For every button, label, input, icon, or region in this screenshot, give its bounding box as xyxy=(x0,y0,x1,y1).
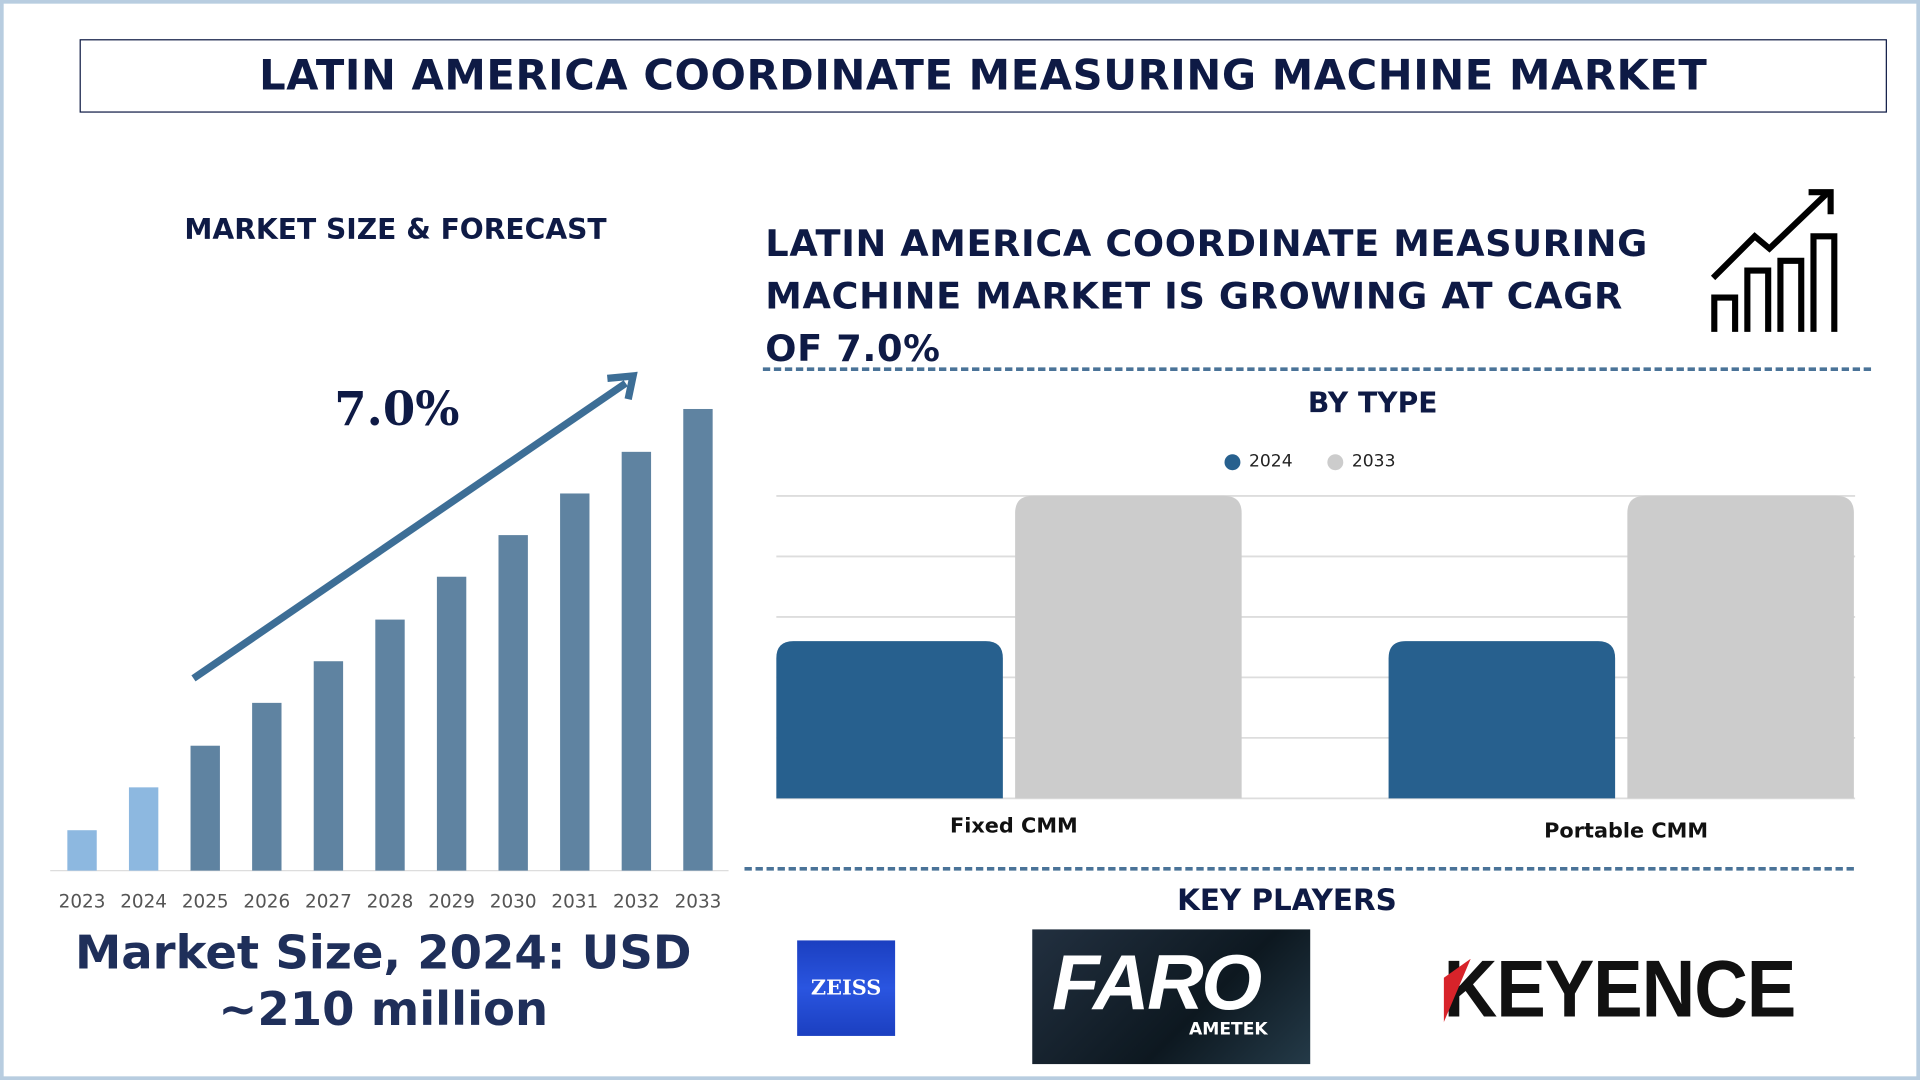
faro-logo-text: FARO xyxy=(1051,937,1262,1027)
keyence-logo-text: KEYENCE xyxy=(1443,942,1797,1034)
bar-fixed-cmm-2024 xyxy=(776,641,1003,799)
keyence-logo: KEYENCE xyxy=(1443,942,1797,1035)
x-tick-label: 2030 xyxy=(489,890,537,913)
key-players-title: KEY PLAYERS xyxy=(1177,882,1397,918)
bar-portable-cmm-2033 xyxy=(1627,495,1854,799)
bar-2026 xyxy=(252,702,282,871)
x-tick-label: 2032 xyxy=(612,890,660,913)
x-tick-label: 2033 xyxy=(674,890,722,913)
legend-dot-2033 xyxy=(1327,453,1344,470)
headline-line2: MACHINE MARKET IS GROWING AT CAGR xyxy=(765,275,1623,319)
bar-2033 xyxy=(683,408,713,871)
bar-2027 xyxy=(313,661,344,871)
growth-arrow-shaft xyxy=(191,380,628,682)
category-label: Fixed CMM xyxy=(950,814,1078,839)
bar-2025 xyxy=(190,745,220,871)
bar-2028 xyxy=(375,619,405,871)
bar-2032 xyxy=(621,451,652,871)
faro-logo: FARO AMETEK xyxy=(1032,929,1311,1065)
by-type-title: BY TYPE xyxy=(1307,388,1438,421)
divider-bottom xyxy=(744,866,1854,871)
zeiss-logo-text: ZEISS xyxy=(810,975,882,1001)
market-size-line2: ~210 million xyxy=(218,982,549,1036)
page-title: LATIN AMERICA COORDINATE MEASURING MACHI… xyxy=(79,39,1887,113)
bar-2029 xyxy=(436,576,467,871)
x-tick-label: 2028 xyxy=(366,890,414,913)
market-size-chart xyxy=(50,371,729,872)
zeiss-logo: ZEISS xyxy=(797,940,896,1036)
bar-2023 xyxy=(67,830,97,871)
cagr-annotation: 7.0% xyxy=(334,380,460,436)
legend-2024: 2024 xyxy=(1224,451,1293,472)
legend-dot-2024 xyxy=(1224,453,1241,470)
bar-2030 xyxy=(498,535,528,871)
x-tick-label: 2024 xyxy=(120,890,168,913)
by-type-chart xyxy=(776,495,1856,800)
legend-label: 2033 xyxy=(1351,451,1396,472)
legend-2033: 2033 xyxy=(1327,451,1396,472)
headline-line3: OF 7.0% xyxy=(765,328,941,372)
x-tick-label: 2026 xyxy=(243,890,291,913)
x-tick-label: 2025 xyxy=(181,890,229,913)
market-size-text: Market Size, 2024: USD ~210 million xyxy=(40,924,726,1037)
cagr-headline: LATIN AMERICA COORDINATE MEASURING MACHI… xyxy=(765,218,1708,376)
x-tick-label: 2027 xyxy=(305,890,352,913)
market-size-line1: Market Size, 2024: USD xyxy=(74,925,692,980)
bar-2024 xyxy=(128,787,159,871)
headline-line1: LATIN AMERICA COORDINATE MEASURING xyxy=(765,222,1648,266)
x-tick-label: 2029 xyxy=(428,890,475,913)
growth-arrow-head-icon xyxy=(607,371,638,400)
legend-label: 2024 xyxy=(1248,451,1293,472)
growth-chart-icon xyxy=(1710,189,1838,332)
bar-fixed-cmm-2033 xyxy=(1015,495,1242,799)
ametek-logo-text: AMETEK xyxy=(1188,1020,1268,1040)
category-label: Portable CMM xyxy=(1544,819,1709,844)
divider-top xyxy=(762,367,1872,372)
bar-portable-cmm-2024 xyxy=(1388,641,1616,799)
x-tick-label: 2031 xyxy=(551,890,599,913)
market-size-title: MARKET SIZE & FORECAST xyxy=(184,214,607,247)
bar-2031 xyxy=(560,493,590,871)
x-tick-label: 2023 xyxy=(58,890,106,913)
